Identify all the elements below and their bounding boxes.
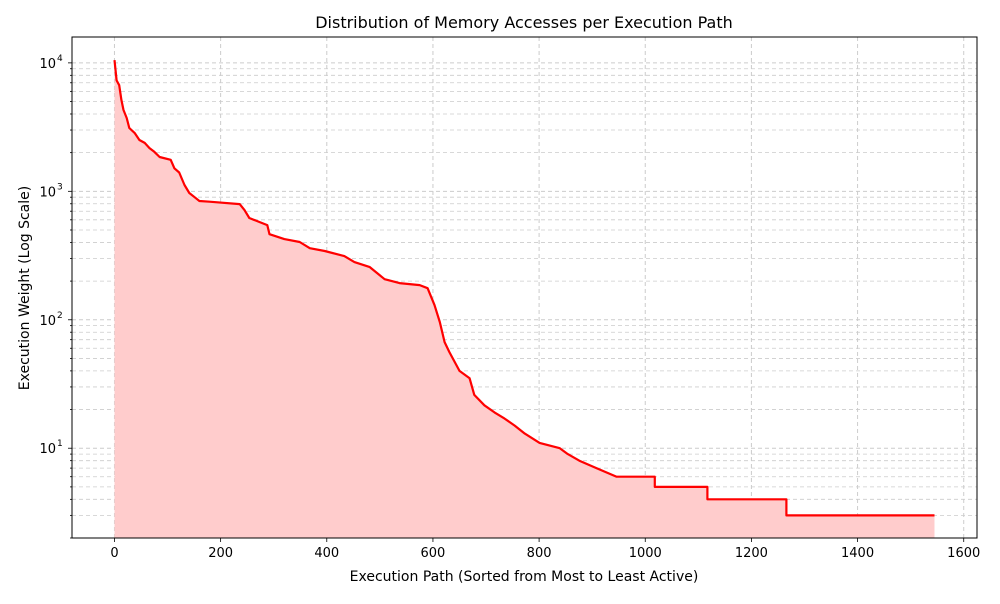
- x-tick-label: 1600: [947, 546, 980, 561]
- y-tick-label: 10: [39, 57, 56, 72]
- x-tick-label: 400: [314, 546, 339, 561]
- y-tick-exponent: 1: [57, 439, 63, 449]
- y-tick-label: 10: [39, 442, 56, 457]
- series-line: [113, 59, 935, 517]
- y-tick-label: 10: [39, 314, 56, 329]
- y-tick-exponent: 3: [57, 182, 63, 192]
- plot-frame: [71, 36, 978, 539]
- x-tick-label: 800: [527, 546, 552, 561]
- x-axis: 0 200 400 600 800 1000 1200 1400 1600: [110, 538, 980, 561]
- chart-title: Distribution of Memory Accesses per Exec…: [315, 13, 733, 32]
- y-tick-exponent: 2: [57, 311, 63, 321]
- y-tick-label: 10: [39, 185, 56, 200]
- x-tick-label: 600: [421, 546, 446, 561]
- x-tick-label: 1400: [841, 546, 874, 561]
- x-tick-label: 200: [208, 546, 233, 561]
- x-tick-label: 0: [110, 546, 118, 561]
- area-fill: [114, 60, 935, 538]
- x-axis-label: Execution Path (Sorted from Most to Leas…: [350, 569, 699, 585]
- x-tick-label: 1200: [735, 546, 768, 561]
- y-tick-exponent: 4: [57, 54, 63, 64]
- y-axis-label: Execution Weight (Log Scale): [17, 186, 33, 390]
- x-tick-label: 1000: [629, 546, 662, 561]
